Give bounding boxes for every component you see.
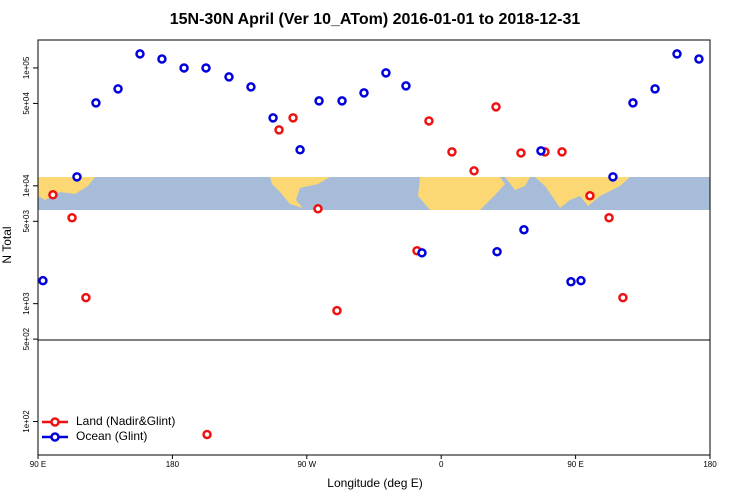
- data-point: [401, 81, 411, 91]
- data-point: [38, 275, 48, 286]
- data-point: [337, 96, 347, 106]
- data-point: [566, 276, 576, 287]
- data-point: [135, 49, 145, 59]
- y-tick-label: 1e+04: [22, 174, 31, 197]
- data-point: [313, 204, 323, 214]
- data-point: [246, 82, 256, 92]
- data-point: [72, 172, 82, 182]
- data-point: [492, 246, 502, 257]
- data-point: [179, 63, 189, 73]
- data-point: [91, 98, 101, 108]
- data-point: [447, 147, 457, 157]
- data-point: [417, 248, 427, 258]
- x-tick-label: 180: [703, 460, 717, 469]
- data-point: [48, 190, 58, 200]
- data-point: [604, 212, 614, 223]
- y-tick-label: 1e+02: [22, 410, 31, 433]
- x-tick-label: 0: [439, 460, 444, 469]
- x-tick-label: 90 E: [567, 460, 583, 469]
- x-tick-label: 90 W: [297, 460, 316, 469]
- data-point: [469, 166, 479, 176]
- data-point: [81, 292, 91, 303]
- map-band: [38, 177, 710, 210]
- data-point: [618, 292, 628, 303]
- data-point: [519, 224, 529, 235]
- data-point: [628, 98, 638, 108]
- data-point: [557, 147, 567, 157]
- data-point: [585, 190, 595, 201]
- data-point: [424, 116, 434, 126]
- data-point: [608, 172, 618, 182]
- x-axis-label: Longitude (deg E): [327, 476, 422, 490]
- x-tick-label: 180: [166, 460, 180, 469]
- legend-marker: [50, 432, 60, 442]
- data-point: [332, 305, 342, 316]
- plot-frame: [37, 39, 711, 456]
- legend-label: Ocean (Glint): [76, 429, 147, 443]
- y-axis-label: N Total: [0, 226, 14, 263]
- y-tick-label: 5e+04: [22, 92, 31, 115]
- data-point: [491, 102, 501, 112]
- data-point: [274, 125, 284, 135]
- data-point: [157, 54, 167, 64]
- data-point: [295, 145, 305, 155]
- data-point: [224, 72, 234, 82]
- data-point: [672, 49, 682, 59]
- data-point: [516, 148, 526, 158]
- data-point: [288, 113, 298, 123]
- data-point: [67, 212, 77, 223]
- legend-label: Land (Nadir&Glint): [76, 414, 175, 428]
- data-point: [381, 68, 391, 78]
- y-tick-label: 1e+03: [22, 292, 31, 315]
- data-point: [202, 429, 212, 440]
- data-point: [113, 84, 123, 94]
- chart-title: 15N-30N April (Ver 10_ATom) 2016-01-01 t…: [170, 11, 581, 28]
- y-tick-label: 5e+03: [22, 209, 31, 232]
- data-point: [359, 88, 369, 98]
- data-point: [694, 54, 704, 64]
- data-point: [201, 63, 211, 73]
- data-point: [314, 96, 324, 106]
- legend-marker: [50, 417, 60, 427]
- y-tick-label: 1e+05: [22, 56, 31, 79]
- data-point: [536, 146, 546, 156]
- data-point: [576, 275, 586, 286]
- data-point: [268, 113, 278, 123]
- x-tick-label: 90 E: [30, 460, 46, 469]
- data-point: [650, 84, 660, 94]
- y-tick-label: 5e+02: [22, 327, 31, 350]
